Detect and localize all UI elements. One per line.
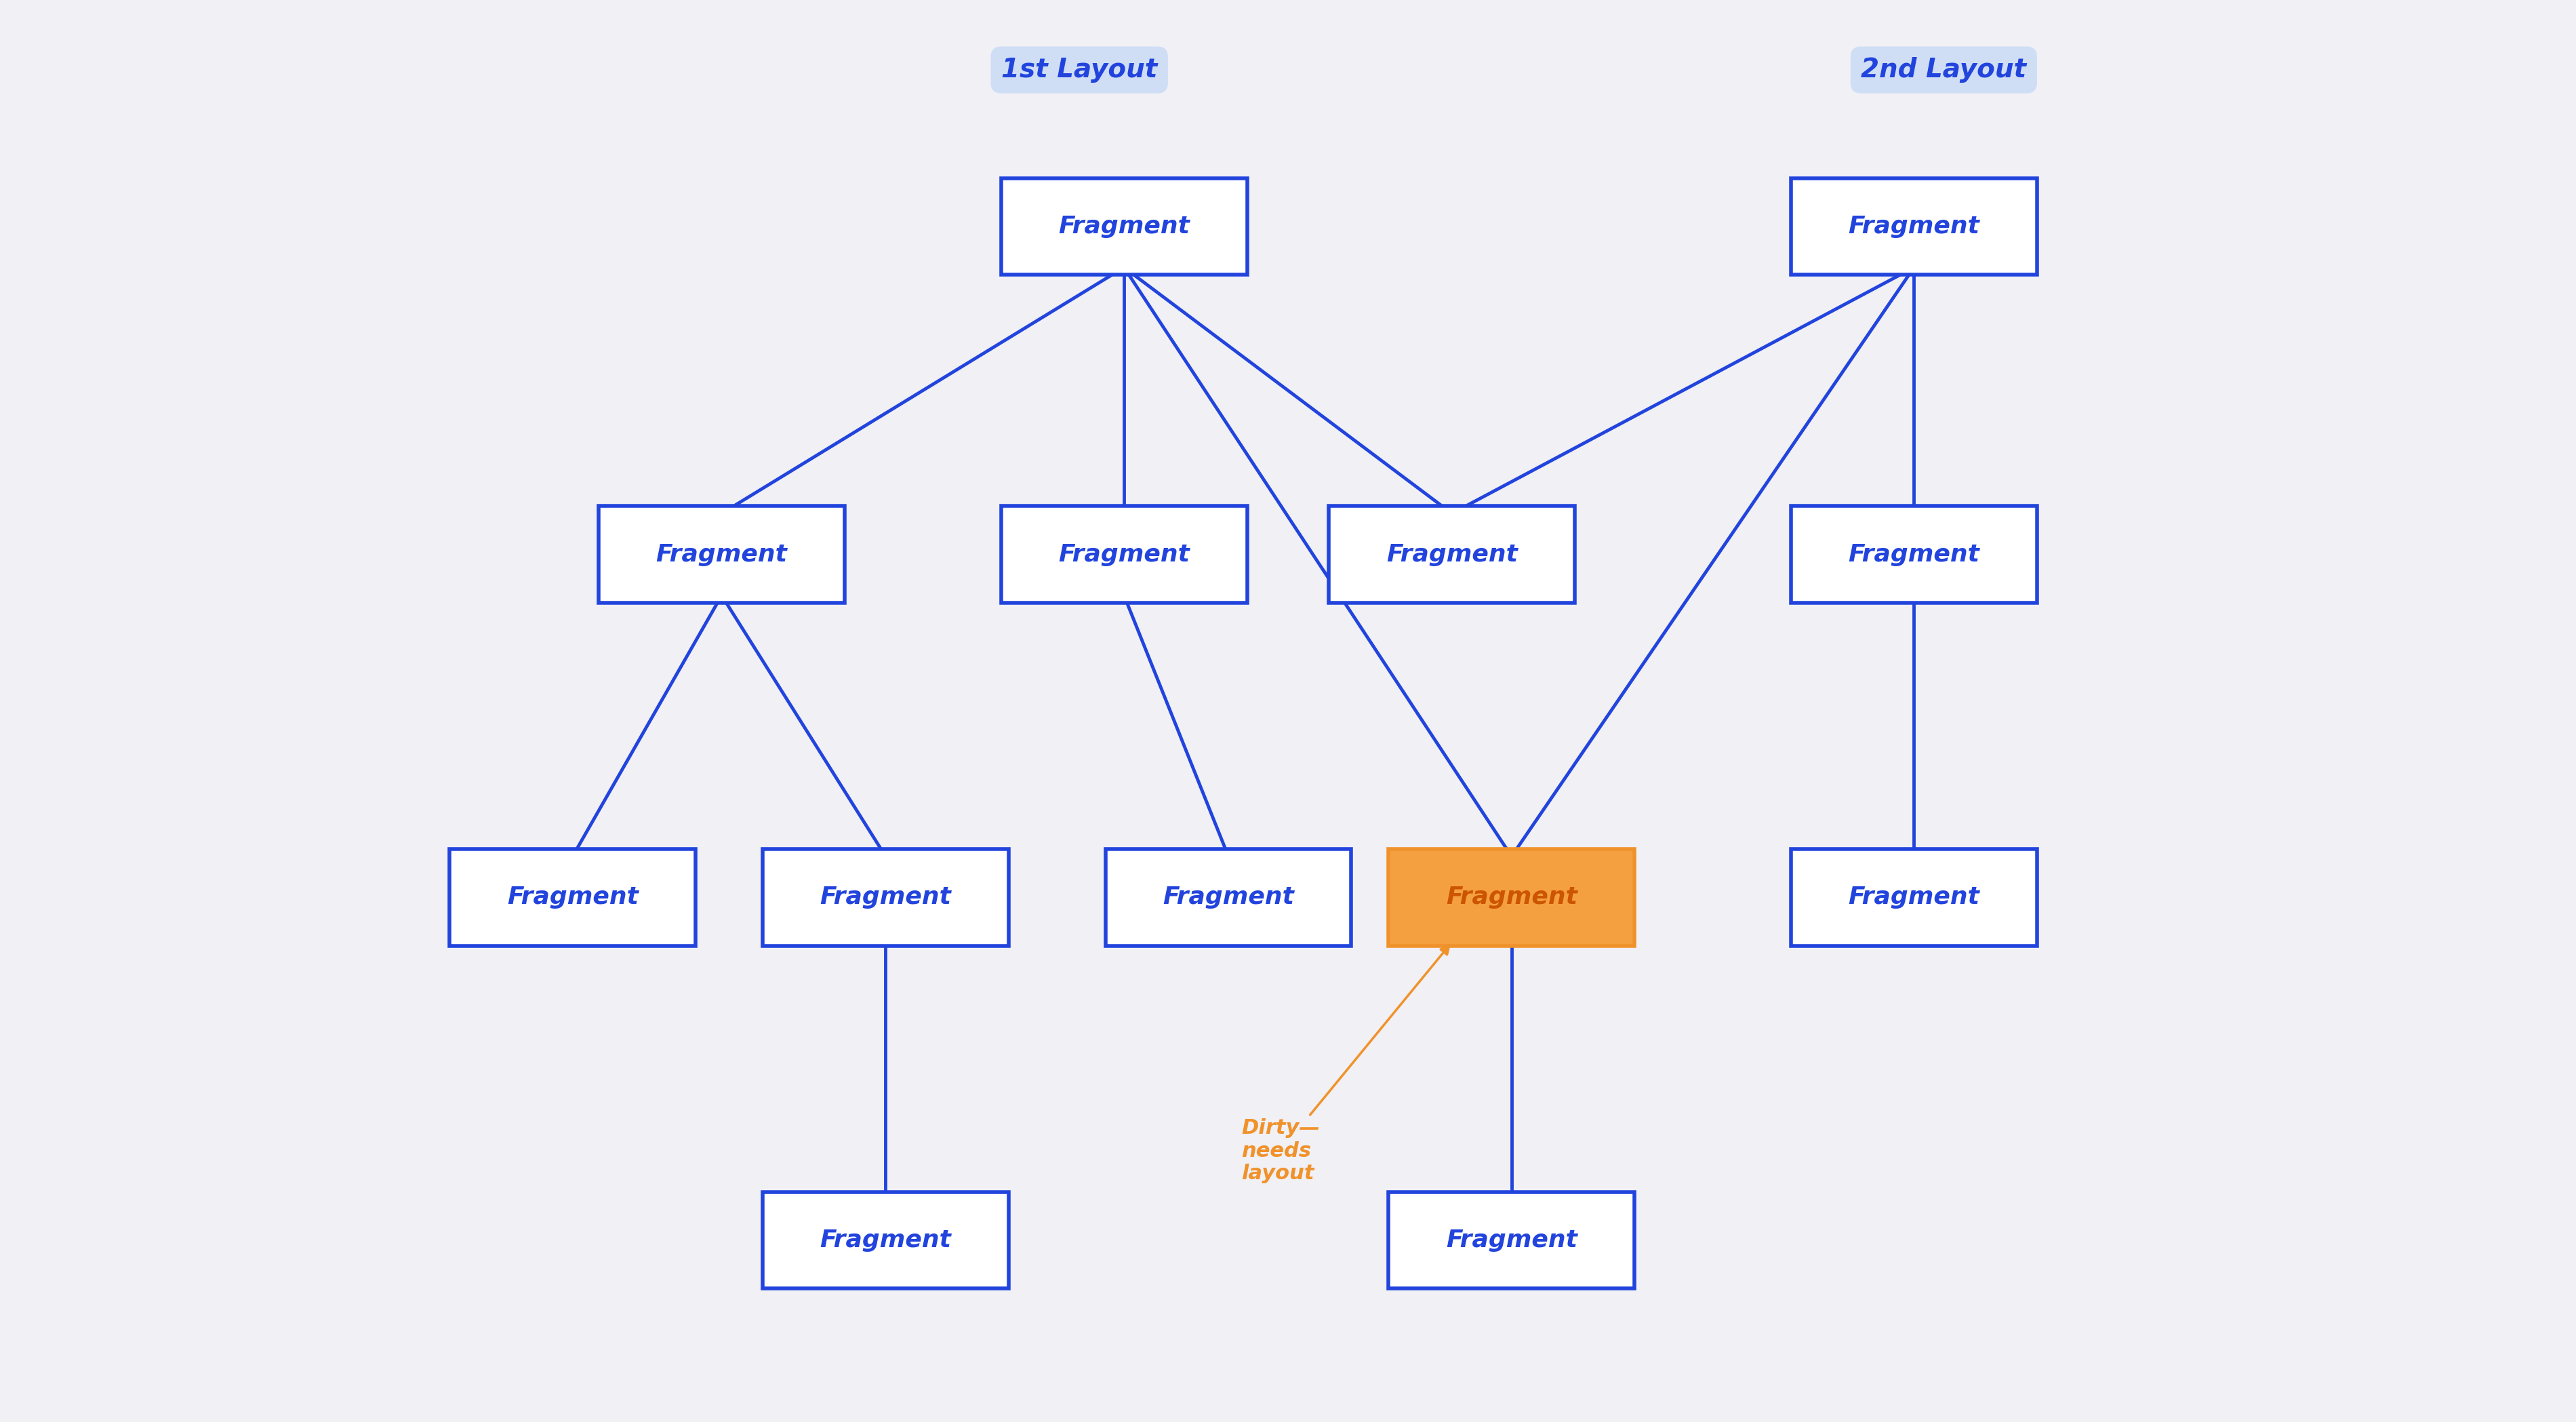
Text: Fragment: Fragment: [1162, 886, 1293, 909]
Text: Fragment: Fragment: [1847, 543, 1981, 566]
Text: Fragment: Fragment: [1059, 215, 1190, 237]
FancyBboxPatch shape: [1790, 506, 2038, 603]
FancyBboxPatch shape: [762, 849, 1010, 946]
Text: Fragment: Fragment: [819, 1229, 951, 1251]
Text: Fragment: Fragment: [1386, 543, 1517, 566]
Text: Fragment: Fragment: [1445, 1229, 1577, 1251]
Text: Fragment: Fragment: [657, 543, 788, 566]
FancyBboxPatch shape: [1388, 1192, 1636, 1288]
FancyBboxPatch shape: [762, 1192, 1010, 1288]
Text: Fragment: Fragment: [1059, 543, 1190, 566]
FancyBboxPatch shape: [1329, 506, 1574, 603]
FancyBboxPatch shape: [1790, 849, 2038, 946]
Text: Fragment: Fragment: [507, 886, 639, 909]
FancyBboxPatch shape: [1105, 849, 1352, 946]
FancyBboxPatch shape: [1388, 849, 1636, 946]
FancyBboxPatch shape: [1002, 178, 1247, 274]
FancyBboxPatch shape: [1790, 178, 2038, 274]
Text: Dirty—
needs
layout: Dirty— needs layout: [1242, 946, 1450, 1183]
Text: Fragment: Fragment: [1445, 886, 1577, 909]
FancyBboxPatch shape: [1002, 506, 1247, 603]
Text: 2nd Layout: 2nd Layout: [1860, 57, 2027, 82]
Text: 1st Layout: 1st Layout: [1002, 57, 1157, 82]
Text: Fragment: Fragment: [819, 886, 951, 909]
FancyBboxPatch shape: [451, 849, 696, 946]
Text: Fragment: Fragment: [1847, 215, 1981, 237]
FancyBboxPatch shape: [598, 506, 845, 603]
Text: Fragment: Fragment: [1847, 886, 1981, 909]
